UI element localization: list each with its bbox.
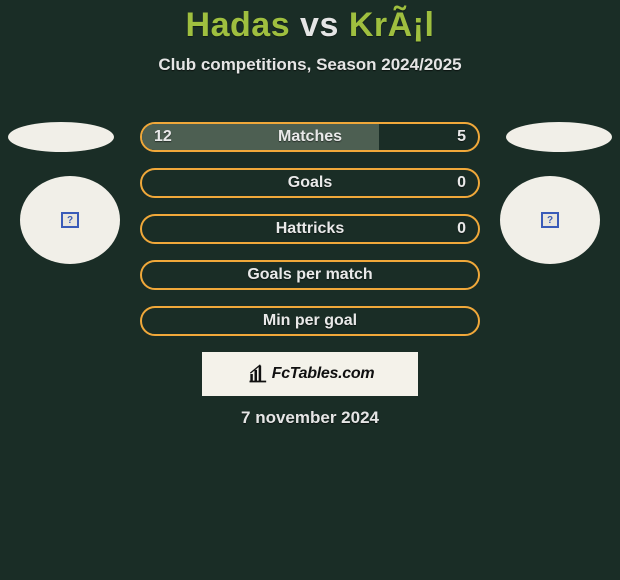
brand-link[interactable]: FcTables.com bbox=[202, 352, 418, 396]
bars-icon bbox=[246, 364, 268, 384]
subtitle: Club competitions, Season 2024/2025 bbox=[0, 55, 620, 75]
stat-row-min-per-goal: Min per goal bbox=[140, 306, 480, 336]
title-middle: vs bbox=[290, 6, 349, 44]
stat-label: Goals per match bbox=[142, 266, 478, 284]
title-left: Hadas bbox=[186, 6, 291, 44]
date: 7 november 2024 bbox=[0, 408, 620, 428]
stat-row-hattricks: Hattricks 0 bbox=[140, 214, 480, 244]
title-right: KrÃ¡l bbox=[349, 6, 435, 44]
stat-right-value: 0 bbox=[457, 220, 466, 238]
stat-label: Goals bbox=[142, 174, 478, 192]
root: Hadas vs KrÃ¡l Club competitions, Season… bbox=[0, 0, 620, 580]
player-right-photo-placeholder: ? bbox=[500, 176, 600, 264]
question-mark-icon: ? bbox=[541, 212, 559, 228]
stat-right-value: 5 bbox=[457, 128, 466, 146]
brand-text: FcTables.com bbox=[272, 365, 375, 383]
question-mark-icon: ? bbox=[61, 212, 79, 228]
page-title: Hadas vs KrÃ¡l bbox=[0, 0, 620, 45]
player-right-flag-placeholder bbox=[506, 122, 612, 152]
player-left-photo-placeholder: ? bbox=[20, 176, 120, 264]
stat-label: Hattricks bbox=[142, 220, 478, 238]
stat-fill bbox=[142, 124, 379, 150]
stat-right-value: 0 bbox=[457, 174, 466, 192]
player-left-flag-placeholder bbox=[8, 122, 114, 152]
stat-row-goals: Goals 0 bbox=[140, 168, 480, 198]
stat-label: Min per goal bbox=[142, 312, 478, 330]
stats-block: 12 Matches 5 Goals 0 Hattricks 0 Goals p… bbox=[140, 122, 480, 336]
stat-row-goals-per-match: Goals per match bbox=[140, 260, 480, 290]
stat-row-matches: 12 Matches 5 bbox=[140, 122, 480, 152]
